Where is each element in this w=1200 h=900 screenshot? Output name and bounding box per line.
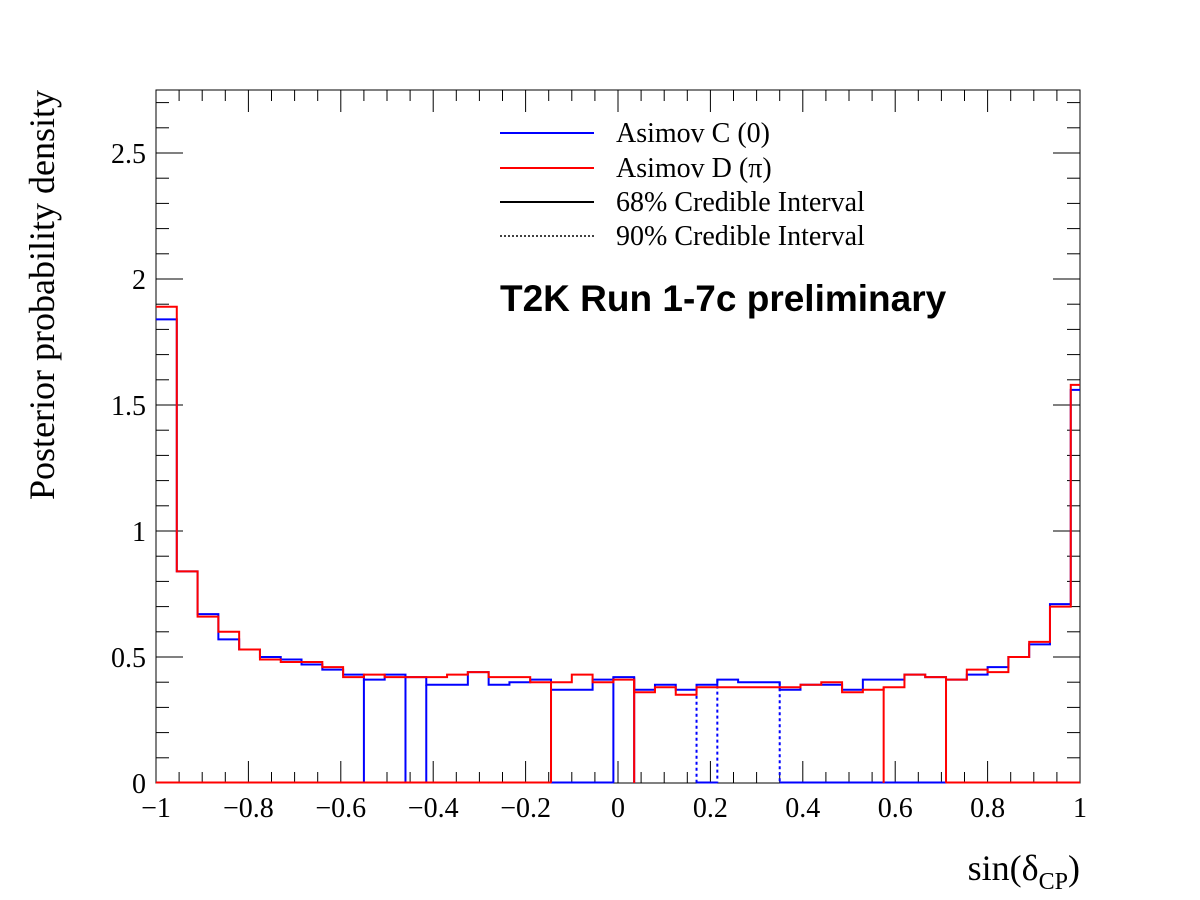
x-tick-label: 0.6 <box>878 793 913 824</box>
y-tick-label: 2 <box>132 265 146 296</box>
y-tick-label: 0 <box>132 769 146 800</box>
histograms <box>156 305 1080 784</box>
x-tick-label: 0.4 <box>785 793 820 824</box>
y-tick-label: 0.5 <box>111 643 146 674</box>
legend: Asimov C (0) Asimov D (π) 68% Credible I… <box>500 118 865 252</box>
x-tick-label: −0.4 <box>408 793 459 824</box>
x-tick-label: 0.2 <box>693 793 728 824</box>
asimov-d-histogram <box>156 305 1080 696</box>
x-tick-label: 1 <box>1073 793 1087 824</box>
x-tick-label: −0.6 <box>315 793 366 824</box>
x-axis-label-subscript: CP <box>1039 869 1068 895</box>
x-axis-label: sin(δCP) <box>968 848 1080 895</box>
y-tick-label: 2.5 <box>111 139 146 170</box>
y-tick-label: 1.5 <box>111 391 146 422</box>
legend-label-68-interval: 68% Credible Interval <box>616 187 865 218</box>
x-tick-label: 0.8 <box>970 793 1005 824</box>
x-tick-label: −1 <box>141 793 171 824</box>
preliminary-annotation: T2K Run 1-7c preliminary <box>500 278 947 319</box>
x-tick-label: 0 <box>611 793 625 824</box>
y-axis-label: Posterior probability density <box>22 90 62 500</box>
x-axis-label-close: ) <box>1068 848 1080 888</box>
x-tick-label: −0.2 <box>500 793 551 824</box>
legend-label-90-interval: 90% Credible Interval <box>616 221 865 252</box>
x-tick-label: −0.8 <box>223 793 274 824</box>
y-tick-label: 1 <box>132 517 146 548</box>
x-tick-labels: −1 −0.8 −0.6 −0.4 −0.2 0 0.2 0.4 0.6 0.8 1 <box>141 793 1087 824</box>
legend-label-asimov-c: Asimov C (0) <box>616 118 770 149</box>
x-axis-label-main: sin(δ <box>968 848 1039 888</box>
y-tick-labels: 0 0.5 1 1.5 2 2.5 <box>111 139 146 800</box>
asimov-c-histogram <box>156 318 1080 691</box>
legend-label-asimov-d: Asimov D (π) <box>616 153 772 184</box>
